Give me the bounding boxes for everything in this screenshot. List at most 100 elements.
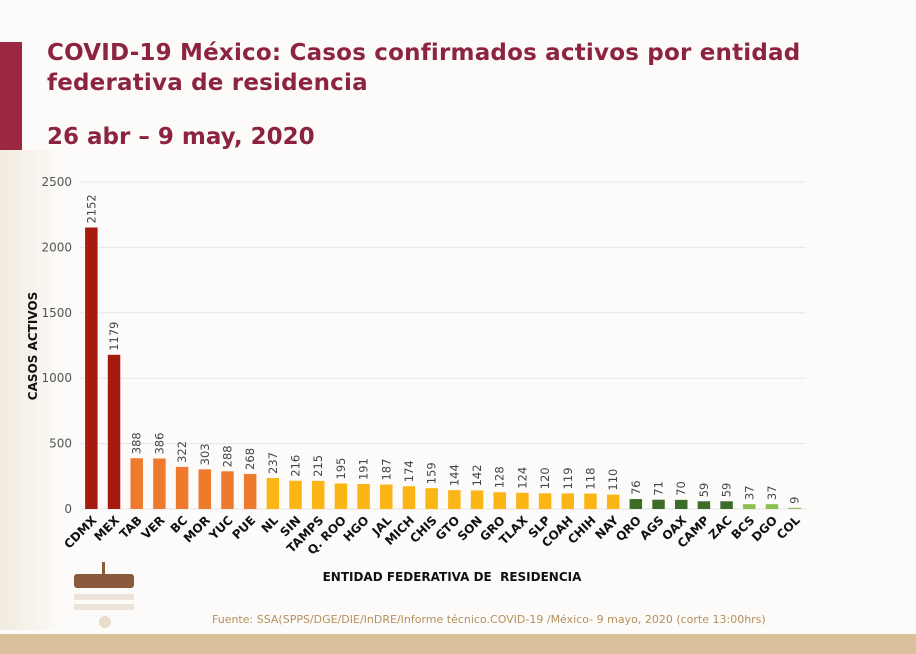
category-label: COL xyxy=(774,513,803,542)
source-note: Fuente: SSA(SPPS/DGE/DIE/InDRE/Informe t… xyxy=(212,613,766,626)
bar-ver xyxy=(153,458,166,509)
bar-jal xyxy=(380,484,393,509)
value-label: 288 xyxy=(220,445,234,467)
bar-mich xyxy=(402,486,416,509)
category-label: HGO xyxy=(341,513,372,544)
category-label: DGO xyxy=(749,513,780,544)
value-label: 187 xyxy=(379,459,393,481)
y-tick-label: 0 xyxy=(64,502,72,516)
value-label: 9 xyxy=(788,496,802,503)
bar-dgo xyxy=(765,504,779,509)
value-label: 388 xyxy=(130,432,144,454)
value-label: 128 xyxy=(493,466,507,488)
value-label: 159 xyxy=(425,462,439,484)
value-label: 174 xyxy=(402,460,416,482)
page-title: COVID-19 México: Casos confirmados activ… xyxy=(47,40,801,96)
category-label: AGS xyxy=(637,513,667,543)
bar-hgo xyxy=(357,484,370,509)
bar-tab xyxy=(130,458,143,509)
category-label: MEX xyxy=(91,513,122,544)
bar-son xyxy=(470,490,484,509)
bar-tamps xyxy=(311,480,325,509)
bar-gto xyxy=(448,490,461,509)
value-label: 215 xyxy=(311,455,325,477)
bar-tlax xyxy=(516,492,529,509)
category-label: QRO xyxy=(613,513,644,544)
value-label: 195 xyxy=(334,458,348,480)
date-range: 26 abr – 9 may, 2020 xyxy=(47,124,315,150)
bar-gro xyxy=(493,492,506,509)
bar-bc xyxy=(175,466,189,509)
y-axis-title: CASOS ACTIVOS xyxy=(26,292,40,400)
bar-cdmx xyxy=(85,227,98,509)
bar-coah xyxy=(561,493,575,509)
value-label: 216 xyxy=(289,455,303,477)
y-tick-label: 1000 xyxy=(41,371,72,385)
value-label: 76 xyxy=(629,480,643,495)
category-label: NL xyxy=(259,513,282,536)
category-label: MOR xyxy=(181,513,213,545)
background-pattern xyxy=(0,150,60,630)
category-label: CHIS xyxy=(407,513,440,546)
y-axis-ticks: 0 500 1000 1500 2000 2500 xyxy=(41,175,72,516)
value-label: 142 xyxy=(470,464,484,486)
bar-chih xyxy=(584,493,597,509)
value-label: 1179 xyxy=(107,322,121,351)
logo-seal-icon xyxy=(99,616,111,628)
bar-qro xyxy=(629,499,643,509)
bars xyxy=(85,227,801,509)
bar-nay xyxy=(606,494,620,509)
y-tick-label: 2000 xyxy=(41,240,72,254)
value-label: 124 xyxy=(515,467,529,489)
value-label: 59 xyxy=(697,483,711,498)
bar-oax xyxy=(674,499,688,509)
value-label: 70 xyxy=(674,481,688,496)
logo-text-line xyxy=(74,604,134,610)
value-label: 144 xyxy=(447,464,461,486)
value-label: 59 xyxy=(720,483,734,498)
value-label: 71 xyxy=(652,481,666,496)
bar-yuc xyxy=(221,471,234,509)
value-label: 119 xyxy=(561,467,575,489)
category-label: ZAC xyxy=(706,513,735,542)
logo-text-line xyxy=(74,594,134,600)
bar-bcs xyxy=(743,504,756,509)
value-label: 303 xyxy=(198,443,212,465)
value-label: 37 xyxy=(765,486,779,501)
bar-sin xyxy=(289,480,302,509)
category-label: VER xyxy=(139,513,168,542)
value-label: 191 xyxy=(357,458,371,480)
value-label: 237 xyxy=(266,452,280,474)
category-label: YUC xyxy=(206,513,236,543)
logo-figures-icon xyxy=(74,574,134,588)
value-label: 118 xyxy=(583,468,597,490)
logo-flag-icon xyxy=(102,562,105,576)
bar-camp xyxy=(697,501,711,509)
value-label: 386 xyxy=(152,433,166,455)
value-labels: 2152 1179 388 386 322 303 288 268 237 216 215 195 19… xyxy=(84,194,801,504)
bar-pue xyxy=(243,473,257,509)
footer-band xyxy=(0,634,916,654)
category-label: GTO xyxy=(433,513,463,543)
bar-nl xyxy=(266,478,280,509)
value-label: 37 xyxy=(742,486,756,501)
y-tick-label: 1500 xyxy=(41,306,72,320)
category-label: TAB xyxy=(117,513,145,541)
y-tick-label: 2500 xyxy=(41,175,72,189)
bar-mex xyxy=(107,354,121,509)
bar-mor xyxy=(198,469,212,509)
bar-qroo xyxy=(334,483,348,509)
accent-bar xyxy=(0,42,22,150)
category-label: SON xyxy=(455,513,485,543)
category-label: PUE xyxy=(229,513,258,542)
bar-col xyxy=(788,507,801,509)
value-label: 110 xyxy=(606,469,620,491)
bar-chis xyxy=(425,488,438,509)
y-tick-label: 500 xyxy=(49,437,72,451)
value-label: 322 xyxy=(175,441,189,463)
bar-zac xyxy=(720,501,733,509)
value-label: 120 xyxy=(538,467,552,489)
bar-slp xyxy=(538,493,552,509)
